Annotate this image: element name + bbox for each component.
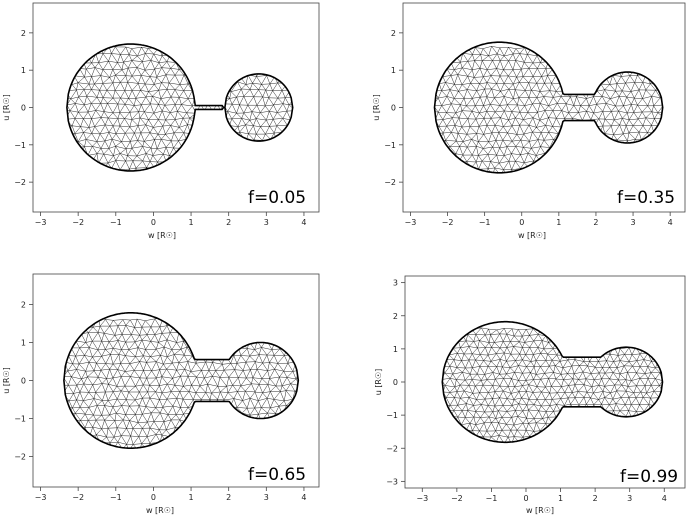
- y-tick-label: −1: [14, 141, 26, 150]
- y-tick-label: 0: [391, 104, 396, 113]
- x-tick-label: 2: [226, 493, 231, 502]
- x-tick-label: 0: [151, 493, 156, 502]
- binary-outline: [433, 41, 664, 174]
- x-axis-label: w [R☉]: [518, 231, 546, 240]
- x-tick-label: 1: [556, 218, 561, 227]
- y-tick-label: −1: [14, 415, 26, 424]
- x-tick-label: 4: [301, 493, 306, 502]
- x-tick-label: 3: [627, 494, 632, 503]
- x-tick-label: −2: [442, 218, 454, 227]
- x-axis-label: w [R☉]: [148, 231, 176, 240]
- y-tick-label: 2: [391, 29, 396, 38]
- fill-factor-label: f=0.99: [620, 467, 678, 487]
- x-tick-label: 0: [523, 494, 528, 503]
- y-axis-label: u [R☉]: [2, 367, 11, 394]
- x-tick-label: 1: [189, 218, 194, 227]
- x-tick-label: −1: [110, 218, 122, 227]
- x-tick-label: −3: [405, 218, 417, 227]
- y-tick-label: 1: [21, 338, 26, 347]
- x-tick-label: 0: [519, 218, 524, 227]
- chart-panel-2: −3 −2 −1 0 1 2 3 4 −2 −1 0 1 2 w [R☉] u [R☉] f=0.35: [372, 2, 686, 240]
- binary-outline: [63, 312, 300, 449]
- y-tick-label: −2: [384, 178, 396, 187]
- y-tick-label: −2: [14, 453, 26, 462]
- fill-factor-label: f=0.05: [248, 188, 306, 208]
- y-axis-label: u [R☉]: [2, 94, 11, 121]
- chart-panel-4: −3 −2 −1 0 1 2 3 4 −3 −2 −1 0 1 2 3 w [R☉] u [R☉] f=0.99: [374, 275, 686, 515]
- x-tick-label: −3: [35, 493, 47, 502]
- x-tick-label: 0: [151, 218, 156, 227]
- y-tick-label: 2: [21, 29, 26, 38]
- fill-factor-label: f=0.65: [248, 465, 306, 485]
- plot-frame: [402, 2, 686, 213]
- y-tick-label: −1: [384, 141, 396, 150]
- x-axis-label: w [R☉]: [146, 506, 174, 515]
- x-tick-label: −3: [416, 494, 428, 503]
- x-tick-label: 3: [264, 218, 269, 227]
- y-tick-label: 2: [21, 300, 26, 309]
- y-tick-label: 3: [393, 279, 398, 288]
- fill-factor-label: f=0.35: [617, 188, 675, 208]
- x-tick-label: 1: [558, 494, 563, 503]
- x-tick-label: −1: [486, 494, 498, 503]
- binary-outline: [66, 43, 294, 172]
- y-tick-label: 0: [21, 104, 26, 113]
- y-tick-label: −3: [386, 477, 398, 486]
- chart-panel-3: −3 −2 −1 0 1 2 3 4 −2 −1 0 1 2 w [R☉] u [R☉] f=0.65: [2, 273, 320, 515]
- y-tick-label: 1: [393, 345, 398, 354]
- x-tick-label: 2: [593, 218, 598, 227]
- x-tick-label: 3: [631, 218, 636, 227]
- y-tick-label: −1: [386, 411, 398, 420]
- y-tick-label: 0: [21, 377, 26, 386]
- binary-outline: [441, 320, 664, 444]
- x-tick-label: −1: [110, 493, 122, 502]
- y-axis-label: u [R☉]: [372, 94, 381, 121]
- plot-frame: [32, 273, 320, 488]
- chart-panel-1: −3 −2 −1 0 1 2 3 4 −2 −1 0 1 2 w [R☉] u [R☉] f=0.05: [2, 2, 320, 240]
- x-tick-label: −2: [451, 494, 463, 503]
- x-tick-label: 2: [226, 218, 231, 227]
- x-tick-label: −3: [35, 218, 47, 227]
- x-tick-label: 1: [189, 493, 194, 502]
- y-tick-label: 1: [21, 66, 26, 75]
- x-tick-label: −2: [72, 493, 84, 502]
- y-tick-label: −2: [14, 178, 26, 187]
- y-tick-label: −2: [386, 444, 398, 453]
- x-tick-label: −1: [479, 218, 491, 227]
- x-tick-label: −2: [72, 218, 84, 227]
- x-tick-label: 3: [264, 493, 269, 502]
- y-tick-label: 0: [393, 378, 398, 387]
- x-tick-label: 4: [301, 218, 306, 227]
- plot-frame: [404, 275, 686, 489]
- y-axis-label: u [R☉]: [374, 369, 383, 396]
- x-tick-label: 4: [668, 218, 673, 227]
- x-tick-label: 2: [593, 494, 598, 503]
- x-tick-label: 4: [662, 494, 667, 503]
- y-tick-label: 1: [391, 66, 396, 75]
- y-tick-label: 2: [393, 312, 398, 321]
- x-axis-label: w [R☉]: [526, 506, 554, 515]
